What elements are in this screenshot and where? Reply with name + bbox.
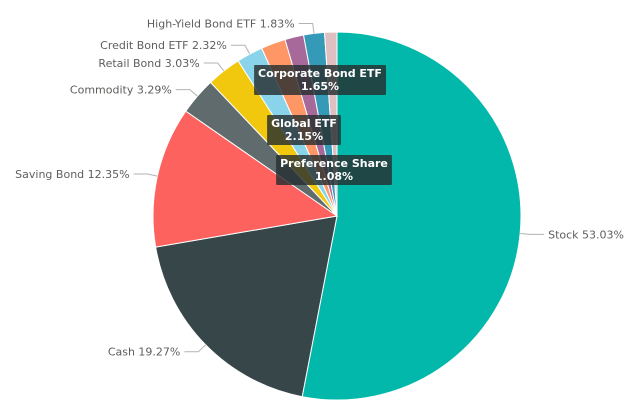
data-label-value: 2.15% (285, 130, 323, 143)
leader-line (184, 344, 206, 353)
leader-line (298, 23, 315, 34)
leader-line (175, 89, 198, 97)
slice-label: Retail Bond 3.03% (98, 57, 199, 70)
data-label-value: 1.65% (301, 80, 339, 93)
data-label-box (267, 115, 341, 145)
leader-line (133, 173, 158, 177)
slice-saving-bond[interactable] (152, 110, 339, 248)
leader-line (230, 44, 251, 55)
slice-label: High-Yield Bond ETF 1.83% (147, 18, 295, 31)
data-label-box (276, 155, 392, 185)
slice-stock[interactable] (301, 31, 522, 401)
slice-label: Stock 53.03% (548, 228, 624, 241)
data-label-title: Preference Share (280, 157, 388, 170)
slice-labels: Stock 53.03% Cash 19.27% Saving Bond 12.35… (15, 18, 624, 359)
leader-line (520, 233, 545, 235)
slice-label: Commodity 3.29% (70, 84, 172, 97)
data-label-title: Global ETF (271, 117, 337, 130)
data-label-value: 1.08% (315, 170, 353, 183)
slice-label: Saving Bond 12.35% (15, 168, 129, 181)
leader-line (203, 62, 225, 72)
data-label-title: Corporate Bond ETF (258, 67, 382, 80)
slice-label: Credit Bond ETF 2.32% (100, 39, 227, 52)
slice-label: Cash 19.27% (108, 346, 181, 359)
data-label-box (254, 65, 386, 95)
label-leader-lines (133, 23, 545, 353)
